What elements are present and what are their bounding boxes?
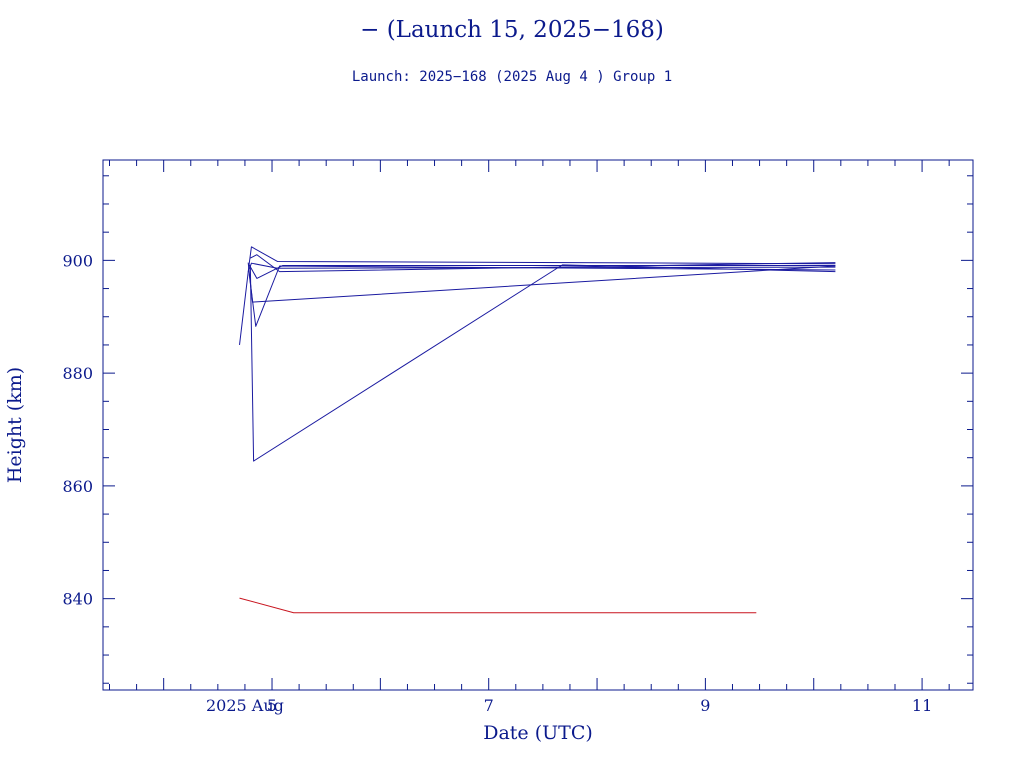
y-tick-label: 900 — [62, 251, 93, 270]
y-axis-label: Height (km) — [4, 367, 26, 483]
series-line-blue — [239, 246, 836, 345]
x-tick-label: 11 — [912, 696, 932, 715]
x-tick-label: 5 — [267, 696, 277, 715]
series-layer — [239, 246, 836, 614]
axis-ticks — [103, 160, 973, 690]
x-tick-label: 7 — [484, 696, 494, 715]
y-tick-label: 840 — [62, 590, 93, 609]
plot-frame — [102, 159, 974, 691]
series-line-blue — [248, 264, 836, 279]
y-tick-label: 880 — [62, 364, 93, 383]
series-line-blue — [249, 264, 836, 462]
series-line-blue — [247, 262, 836, 303]
x-tick-label: 2025 Aug — [206, 696, 284, 715]
y-tick-label: 860 — [62, 477, 93, 496]
chart-subtitle: Launch: 2025−168 (2025 Aug 4 ) Group 1 — [352, 69, 672, 85]
series-line-red — [239, 597, 757, 614]
series-line-blue — [250, 254, 836, 273]
x-tick-label: 9 — [700, 696, 710, 715]
chart-title: − (Launch 15, 2025−168) — [360, 17, 664, 43]
series-line-blue — [248, 265, 836, 327]
x-axis-label: Date (UTC) — [483, 722, 593, 744]
